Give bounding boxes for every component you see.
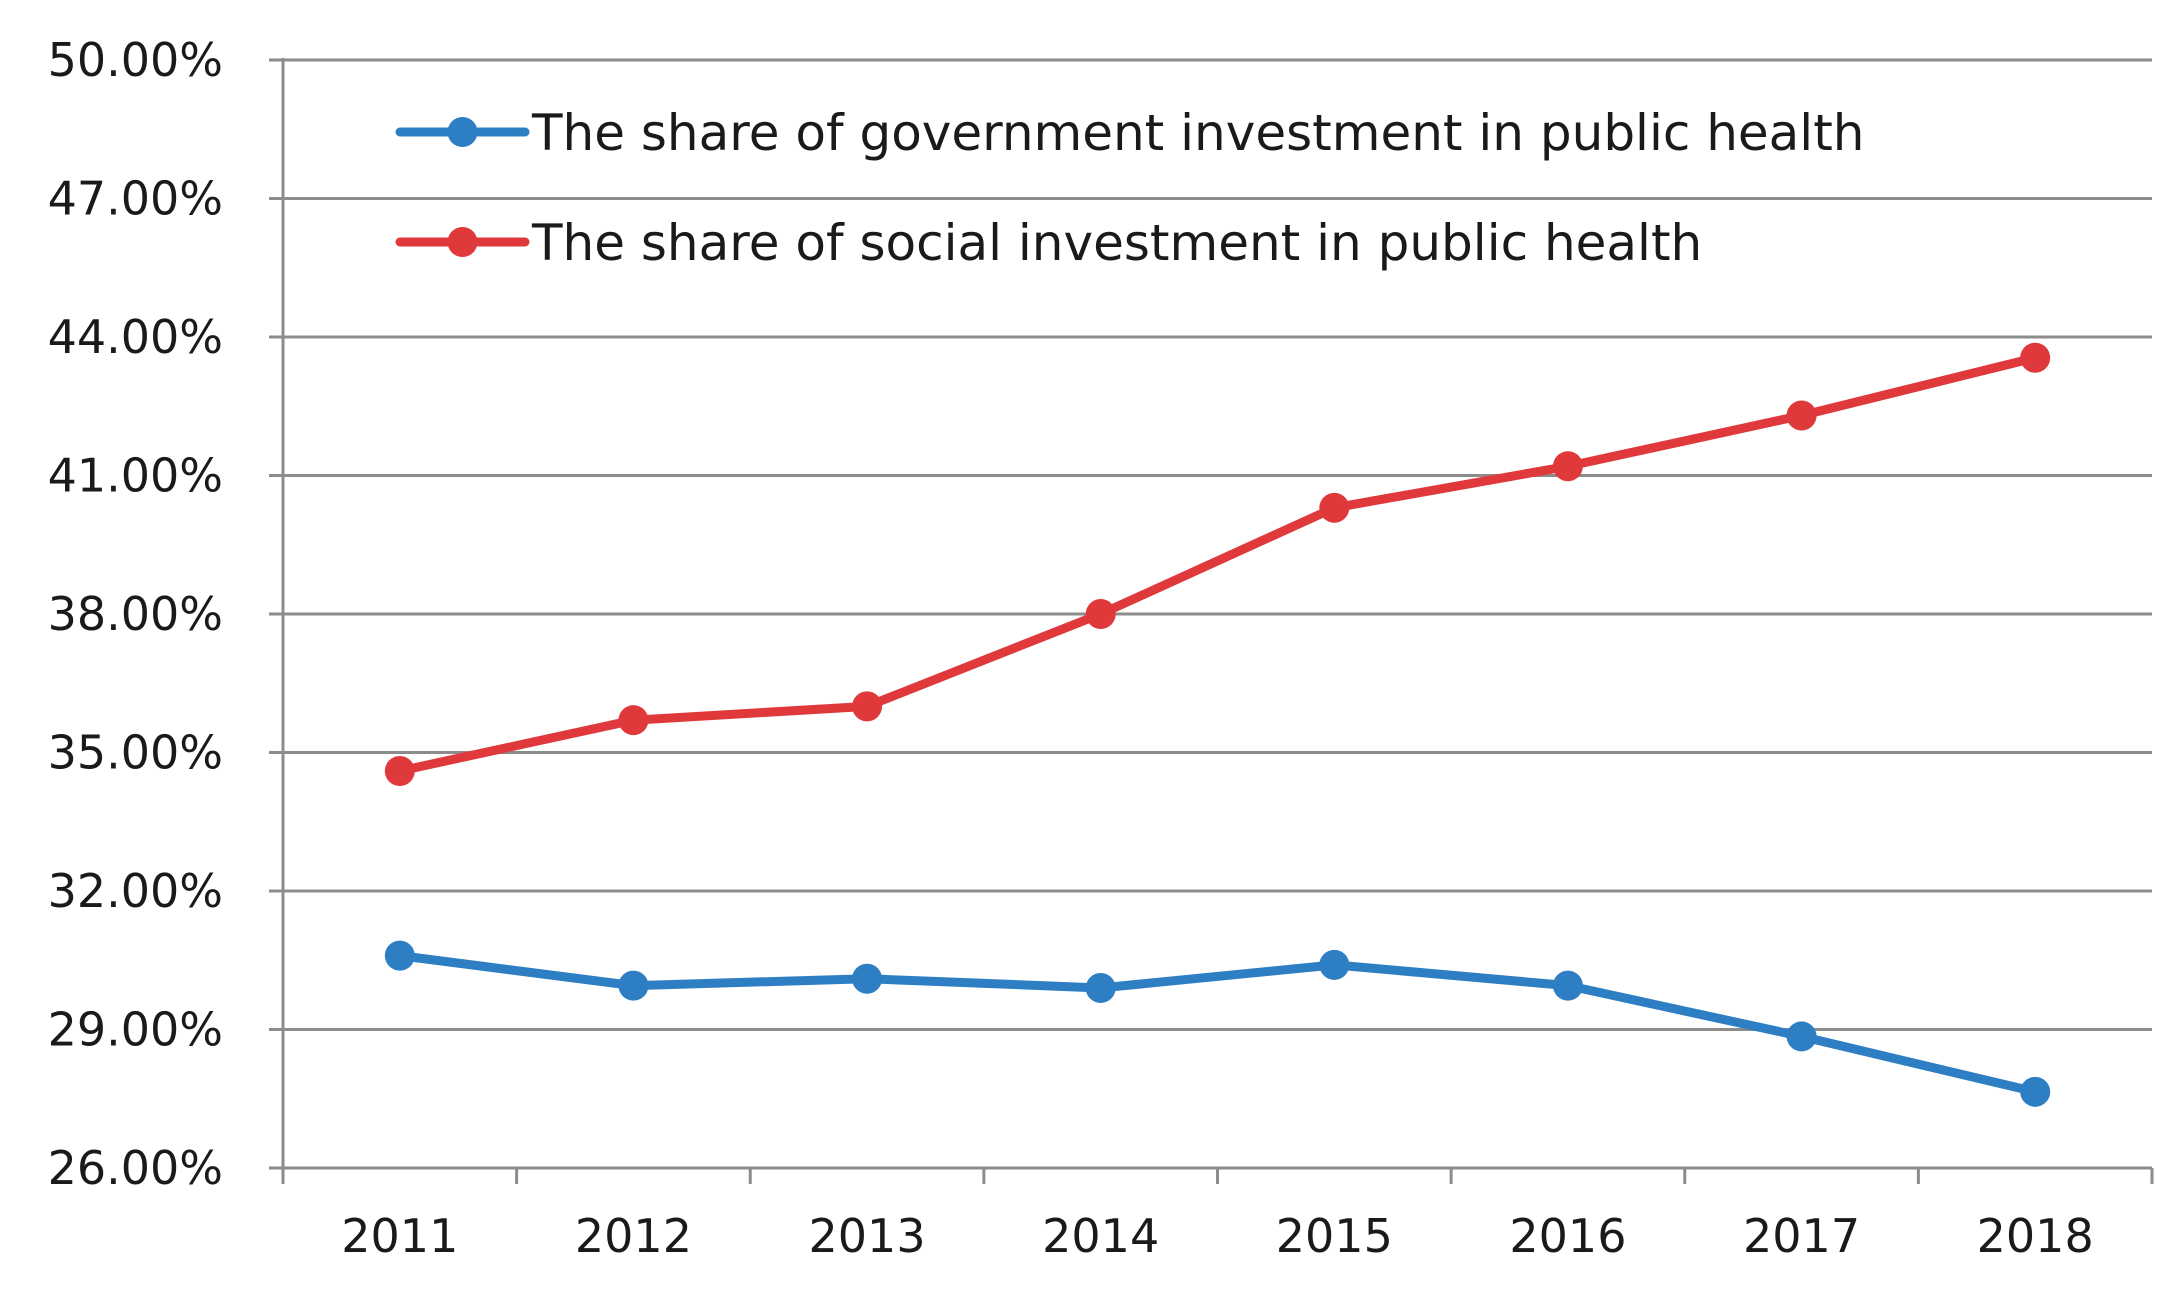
data-point xyxy=(852,691,883,722)
data-point xyxy=(1786,400,1817,431)
legend: The share of government investment in pu… xyxy=(395,104,1865,272)
y-tick-label: 50.00% xyxy=(48,33,223,87)
y-tick-label: 29.00% xyxy=(48,1003,223,1057)
x-tick-label: 2014 xyxy=(1042,1209,1159,1263)
legend-swatch-marker-1 xyxy=(447,227,478,257)
x-tick-label: 2015 xyxy=(1276,1209,1393,1263)
y-tick-label: 41.00% xyxy=(48,449,223,503)
x-tick-label: 2011 xyxy=(341,1209,458,1263)
y-tick-label: 32.00% xyxy=(48,864,223,918)
y-tick-label: 35.00% xyxy=(48,726,223,780)
legend-entry: The share of social investment in public… xyxy=(531,214,1702,272)
y-tick-label: 47.00% xyxy=(48,172,223,226)
series-line-1 xyxy=(395,353,2040,776)
x-tick-label: 2016 xyxy=(1509,1209,1626,1263)
gridlines xyxy=(283,58,2152,1031)
y-tick-label: 44.00% xyxy=(48,310,223,364)
data-point xyxy=(852,963,883,994)
data-point xyxy=(1552,970,1583,1001)
data-point xyxy=(1786,1021,1817,1052)
y-tick-label: 38.00% xyxy=(48,587,223,641)
data-point xyxy=(2020,1076,2051,1107)
data-point xyxy=(618,705,649,736)
x-tick-label: 2018 xyxy=(1977,1209,2094,1263)
data-point xyxy=(384,755,415,786)
data-point xyxy=(384,940,415,971)
data-point xyxy=(618,970,649,1001)
data-point xyxy=(2020,342,2051,373)
data-point xyxy=(1085,972,1116,1003)
x-tick-label: 2013 xyxy=(809,1209,926,1263)
x-axis-tick-labels: 2011 2012 2013 2014 2015 2016 2017 2018 xyxy=(341,1209,2093,1263)
data-point xyxy=(1319,949,1350,980)
data-point xyxy=(1552,451,1583,482)
legend-swatch-marker-0 xyxy=(447,117,478,147)
data-point xyxy=(1085,599,1116,629)
data-point xyxy=(1319,492,1350,523)
y-tick-label: 26.00% xyxy=(48,1141,223,1195)
x-tick-label: 2017 xyxy=(1743,1209,1860,1263)
series-line-0 xyxy=(395,951,2040,1097)
series-lines xyxy=(384,342,2051,1107)
x-tick-label: 2012 xyxy=(575,1209,692,1263)
axes xyxy=(269,58,2154,1184)
y-axis-tick-labels: 26.00% 29.00% 32.00% 35.00% 38.00% 41.00% 44.0… xyxy=(48,33,223,1195)
legend-entry: The share of government investment in pu… xyxy=(531,104,1865,162)
